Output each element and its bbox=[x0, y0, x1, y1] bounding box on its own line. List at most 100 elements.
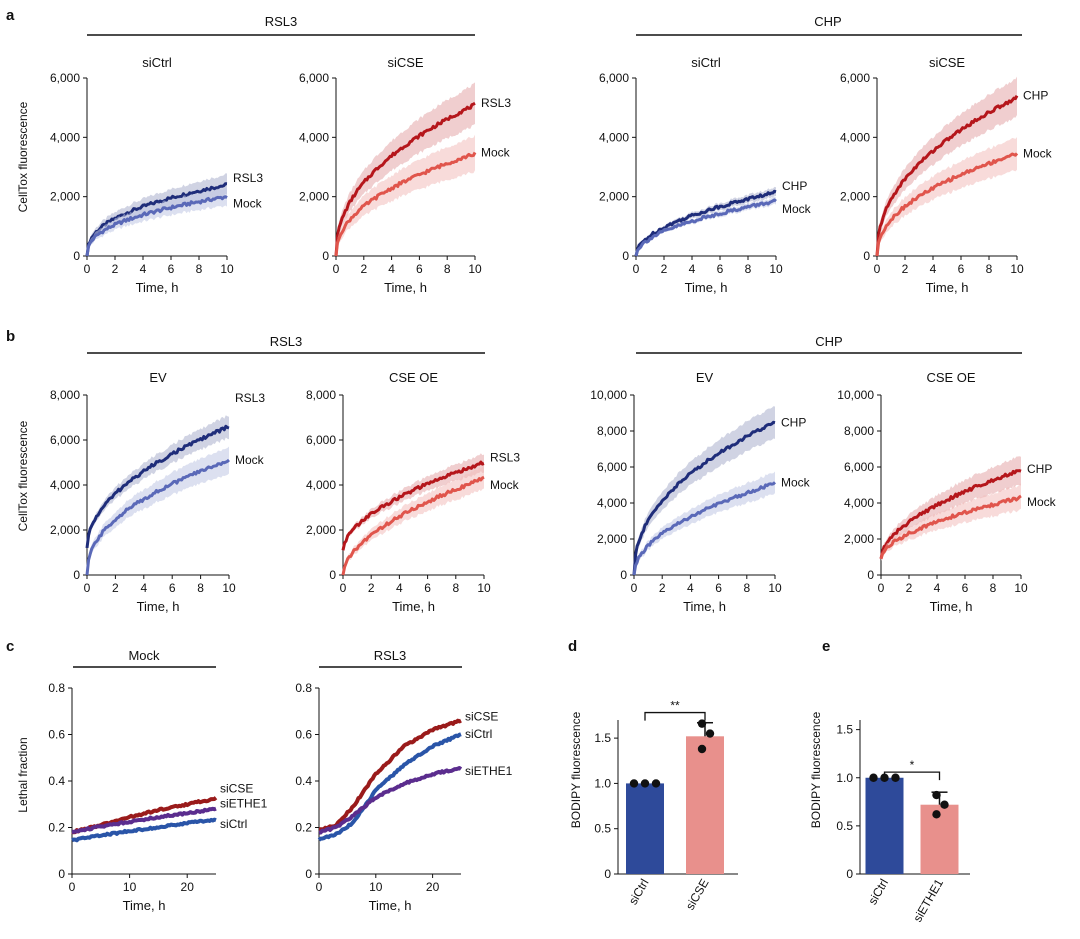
group-label-b-left: RSL3 bbox=[270, 334, 303, 349]
x-tick-label: 8 bbox=[196, 262, 203, 276]
y-tick-label: 4,000 bbox=[50, 130, 80, 144]
series-line-chp bbox=[634, 189, 777, 257]
x-tick-label: 10 bbox=[369, 880, 383, 894]
chart-b4: 0 2,000 4,000 6,000 8,000 10,000 0 2 4 6 8 10 CSE OE… bbox=[837, 370, 1056, 614]
series-label-siethe1: siETHE1 bbox=[220, 797, 268, 811]
series-band-mock bbox=[87, 446, 229, 575]
y-tick-label: 6,000 bbox=[844, 460, 874, 474]
x-tick-label: 6 bbox=[424, 581, 431, 595]
data-point bbox=[940, 800, 949, 809]
series-line-mock bbox=[85, 458, 230, 576]
series-line-siethe1 bbox=[318, 766, 463, 835]
group-label-a-left: RSL3 bbox=[265, 14, 298, 29]
series-label-rsl3: RSL3 bbox=[490, 451, 520, 465]
y-tick-label: 6,000 bbox=[50, 71, 80, 85]
chart-title: EV bbox=[696, 370, 714, 385]
y-tick-label: 1.5 bbox=[836, 723, 853, 737]
x-axis-label: Time, h bbox=[685, 280, 728, 295]
series-line-mock bbox=[879, 494, 1022, 560]
series-line-rsl3 bbox=[85, 424, 230, 549]
y-tick-label: 6,000 bbox=[599, 71, 629, 85]
series-label-mock: Mock bbox=[235, 453, 265, 467]
y-tick-label: 1.0 bbox=[594, 776, 611, 790]
chart-c1: 0 0.2 0.4 0.6 0.8 0 10 20 Mock Time, h siCSEsiETHE… bbox=[48, 648, 267, 913]
x-tick-label: 2 bbox=[112, 262, 119, 276]
series-line-sictrl bbox=[317, 732, 462, 842]
series-label-rsl3: RSL3 bbox=[481, 96, 511, 110]
x-tick-label: 0 bbox=[340, 581, 347, 595]
significance-marker: ** bbox=[670, 699, 680, 713]
chart-b2: 0 2,000 4,000 6,000 8,000 0 2 4 6 8 10 CSE OE Time, … bbox=[306, 370, 520, 614]
data-point bbox=[697, 744, 707, 754]
x-tick-label: 10 bbox=[123, 880, 137, 894]
x-tick-label: 6 bbox=[958, 262, 965, 276]
x-tick-label: 8 bbox=[444, 262, 451, 276]
y-tick-label: 0.8 bbox=[295, 681, 312, 695]
data-point bbox=[651, 779, 661, 788]
x-tick-label: 2 bbox=[661, 262, 668, 276]
series-band-chp bbox=[877, 76, 1017, 256]
y-tick-label: 0.6 bbox=[295, 728, 312, 742]
y-tick-label: 4,000 bbox=[599, 130, 629, 144]
series-line-chp bbox=[879, 469, 1022, 560]
x-axis-label: Time, h bbox=[123, 898, 166, 913]
y-tick-label: 2,000 bbox=[50, 190, 80, 204]
series-line-chp bbox=[875, 94, 1019, 257]
y-tick-label: 0.8 bbox=[48, 681, 65, 695]
series-line-sicse bbox=[318, 718, 462, 832]
y-tick-label: 8,000 bbox=[50, 388, 80, 402]
y-tick-label: 0 bbox=[73, 568, 80, 582]
y-tick-label: 0 bbox=[846, 867, 853, 881]
y-tick-label: 0 bbox=[867, 568, 874, 582]
series-band-mock bbox=[87, 187, 227, 256]
y-tick-label: 4,000 bbox=[597, 496, 627, 510]
chart-title: CSE OE bbox=[926, 370, 975, 385]
chart-title: siCtrl bbox=[142, 55, 172, 70]
bar-sicse bbox=[686, 736, 724, 874]
y-tick-label: 2,000 bbox=[599, 190, 629, 204]
x-tick-label: 6 bbox=[169, 581, 176, 595]
series-line-mock bbox=[634, 198, 777, 257]
series-band-chp bbox=[636, 186, 776, 256]
chart-c2: 0 0.2 0.4 0.6 0.8 0 10 20 RSL3 Time, h siCSE siCtrl… bbox=[295, 648, 512, 913]
x-axis-label: Time, h bbox=[392, 599, 435, 614]
y-tick-label: 10,000 bbox=[837, 388, 874, 402]
chart-title: siCSE bbox=[387, 55, 423, 70]
category-label: siCSE bbox=[683, 877, 712, 913]
chart-title: siCtrl bbox=[691, 55, 721, 70]
series-label-chp: CHP bbox=[1023, 89, 1048, 103]
charts-layer: 0 2,000 4,000 6,000 0 2 4 6 8 10 siCtrl Time, h RSL3… bbox=[48, 55, 1056, 925]
y-tick-label: 4,000 bbox=[306, 478, 336, 492]
data-point bbox=[705, 729, 715, 738]
significance-bracket bbox=[883, 771, 941, 781]
series-label-sictrl: siCtrl bbox=[465, 727, 492, 741]
y-tick-label: 2,000 bbox=[50, 523, 80, 537]
chart-title: EV bbox=[149, 370, 167, 385]
y-tick-label: 0 bbox=[322, 249, 329, 263]
chart-title: Mock bbox=[128, 648, 160, 663]
y-tick-label: 0.5 bbox=[594, 822, 611, 836]
series-line-mock bbox=[85, 195, 228, 257]
x-axis-label: Time, h bbox=[926, 280, 969, 295]
series-line-rsl3 bbox=[341, 460, 485, 551]
data-point bbox=[697, 719, 707, 728]
x-tick-label: 0 bbox=[316, 880, 323, 894]
x-tick-label: 0 bbox=[878, 581, 885, 595]
ylabel-b: CellTox fluorescence bbox=[16, 420, 30, 531]
category-label: siCtrl bbox=[865, 877, 891, 908]
x-tick-label: 10 bbox=[477, 581, 491, 595]
chart-a1: 0 2,000 4,000 6,000 0 2 4 6 8 10 siCtrl Time, h RSL3… bbox=[50, 55, 263, 295]
y-tick-label: 4,000 bbox=[299, 130, 329, 144]
series-band-rsl3 bbox=[87, 415, 229, 550]
series-band-mock bbox=[636, 196, 776, 256]
y-tick-label: 0.4 bbox=[48, 774, 65, 788]
y-tick-label: 6,000 bbox=[840, 71, 870, 85]
x-tick-label: 0 bbox=[69, 880, 76, 894]
y-tick-label: 8,000 bbox=[844, 424, 874, 438]
x-tick-label: 10 bbox=[220, 262, 234, 276]
panel-letter-c: c bbox=[6, 638, 14, 655]
x-tick-label: 10 bbox=[769, 262, 783, 276]
x-axis-label: Time, h bbox=[136, 280, 179, 295]
series-band-rsl3 bbox=[343, 453, 484, 552]
panel-letter-e: e bbox=[822, 638, 830, 655]
